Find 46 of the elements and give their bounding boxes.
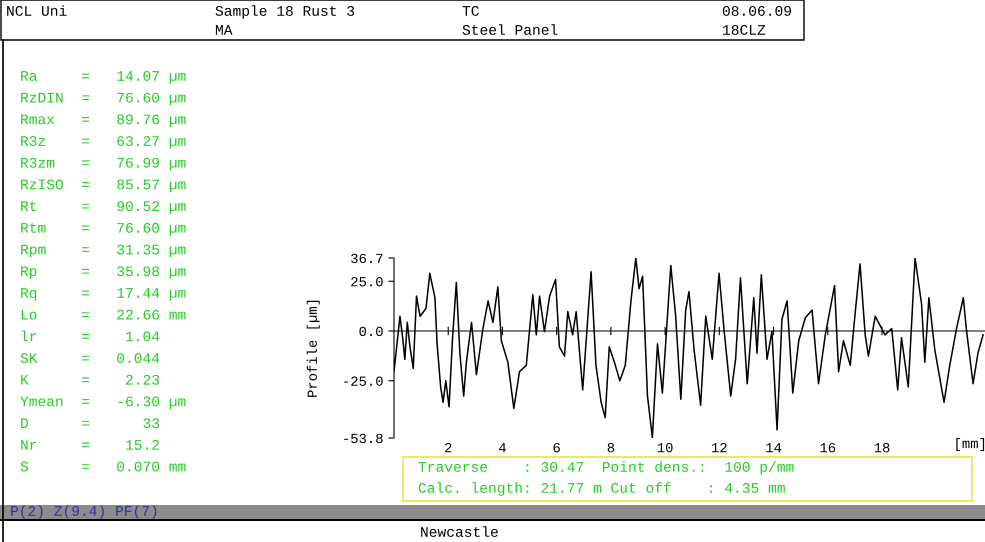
x-tick-label: 14	[766, 443, 782, 452]
text: MA	[216, 25, 232, 35]
text: S = 0.070 mm	[20, 462, 186, 472]
x-tick-label: 8	[608, 442, 614, 452]
text: Rmax = 89.76 µm	[21, 114, 186, 127]
text: Rtm = 76.60 µm	[21, 222, 186, 236]
x-tick-label: 6	[554, 442, 560, 452]
text: D = 33	[21, 418, 160, 428]
x-tick-label: 12	[712, 442, 727, 452]
text: P(2) Z(9.4) PF(7)	[11, 505, 156, 519]
text: Steel Panel	[462, 24, 558, 35]
y-tick-label: -53.8	[344, 434, 383, 444]
text: lr = 1.04	[22, 330, 160, 342]
text: Traverse : 30.47 Point dens.: 100 p/mm	[418, 461, 794, 475]
text: 18CLZ	[723, 25, 766, 35]
text: Rq = 17.44 µm	[21, 288, 186, 301]
text: TC	[462, 6, 479, 16]
text: RzISO = 85.57 µm	[21, 180, 186, 192]
x-tick-label: 10	[658, 442, 673, 452]
x-tick-label: 18	[874, 442, 890, 452]
text: K = 2.23	[21, 374, 160, 385]
text: Nr = 15.2	[21, 440, 159, 450]
text: Rp = 35.98 µm	[21, 266, 186, 280]
y-tick-label: -25.0	[344, 376, 383, 386]
text: NCL Uni	[7, 5, 67, 16]
text: 08.06.09	[722, 6, 791, 16]
text: R3zm = 76.99 µm	[21, 158, 186, 170]
text: R3z = 63.27 µm	[21, 136, 186, 149]
text: Ra = 14.07 µm	[21, 71, 186, 84]
text: SK = 0.044	[20, 353, 160, 364]
text: Calc. length: 21.77 m Cut off : 4.35 mm	[418, 482, 785, 496]
x-tick-label: 2	[445, 442, 452, 452]
x-axis-title: [mm]	[956, 438, 984, 451]
text: Ymean = -6.30 µm	[20, 396, 186, 410]
x-tick-label: 16	[820, 442, 836, 452]
x-tick-label: 4	[498, 443, 506, 452]
text: Sample 18 Rust 3	[216, 5, 354, 19]
text: RzDIN = 76.60 µm	[21, 92, 186, 106]
y-tick-label: 0.0	[359, 326, 383, 336]
text: Lo = 22.66 mm	[22, 310, 186, 320]
y-tick-label: 36.7	[351, 254, 382, 264]
text: Newcastle	[421, 526, 498, 537]
y-tick-label: 25.0	[351, 277, 383, 286]
y-axis-title: Profile [µm]	[306, 300, 320, 397]
text: Rpm = 31.35 µm	[21, 244, 186, 258]
text: Rt = 90.52 µm	[21, 201, 186, 214]
